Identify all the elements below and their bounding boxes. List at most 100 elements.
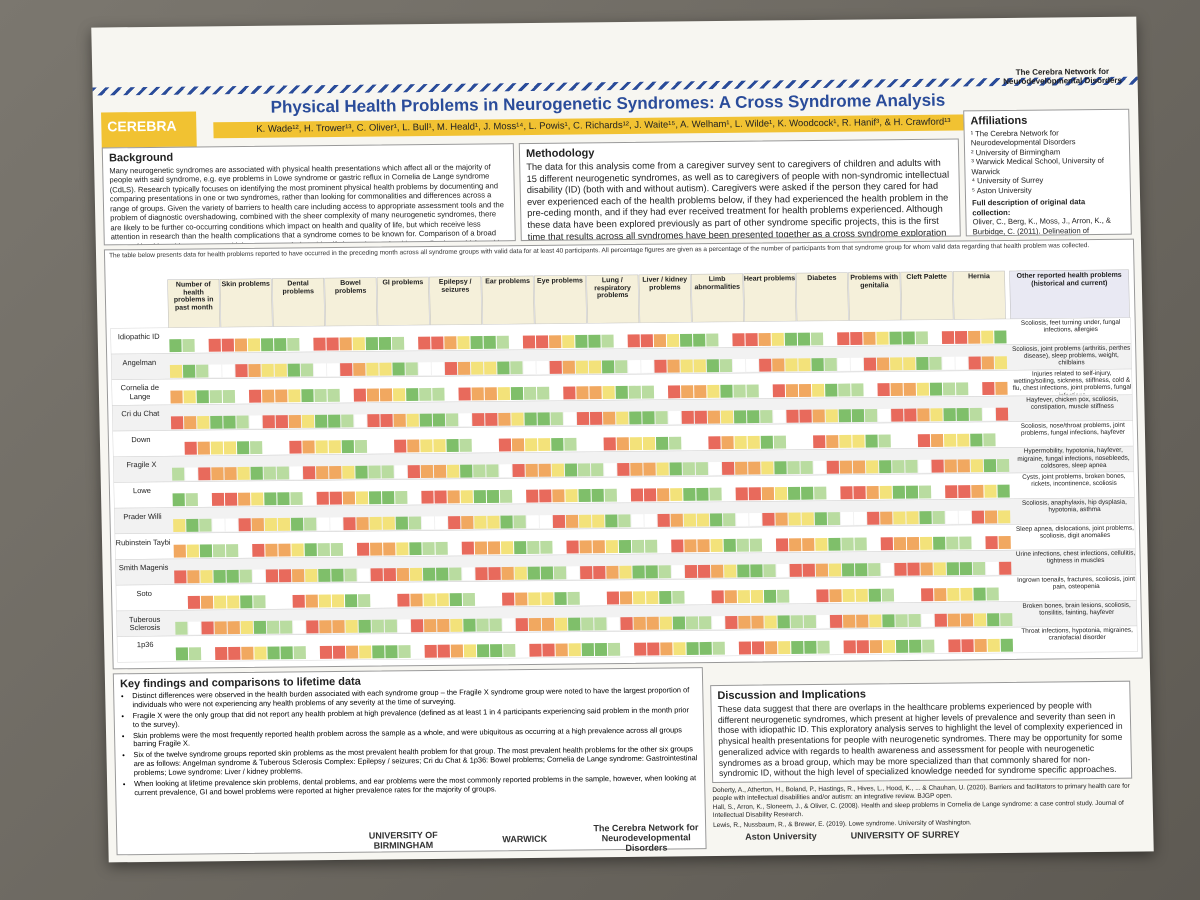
cell-shade [838,409,852,423]
cell-shade [907,562,920,576]
cell-shade [853,486,866,500]
cell-shade [383,568,397,582]
column-header: Ear problems [485,277,531,286]
cell-shade [968,356,981,370]
cell-shade [659,590,672,604]
cell-shade [470,361,484,375]
cell-shade [655,436,669,450]
methodology-box: Methodology The data for this analysis c… [518,138,961,242]
cell-shade [671,565,685,579]
cell-shade [619,591,633,605]
cell-shade [382,516,395,530]
cell-shade [288,389,301,403]
cell-shade [247,338,261,352]
row-label-area: Idiopathic ID [118,332,160,341]
cell-shade [840,511,854,525]
cell-shade [184,441,197,455]
cell-shade [173,544,186,558]
cell-shade [995,407,1009,421]
cell-shade [266,620,280,634]
cell-shade [961,639,974,653]
cell-shade [868,588,882,602]
cell-shade [238,518,251,532]
row-label: Cornelia de Lange [120,383,160,401]
cell-shade [948,639,961,653]
cell-shade [367,414,380,428]
cell-shade [970,433,983,447]
cell-shade [658,565,671,579]
cell-shade [526,489,539,503]
cell-shade [945,485,958,499]
cell-shade [276,440,289,454]
cell-shade [683,487,696,501]
cell-shade [354,440,368,453]
cell-shade [970,459,984,473]
cell-shade [706,333,719,347]
cell-shade [996,458,1010,472]
cell-shade [672,590,685,604]
cell-shade [319,620,332,634]
cell-shade [877,408,891,422]
cell-shade [564,437,577,451]
cell-shade [406,388,419,402]
cell-shade [838,383,851,397]
cell-shade [670,488,683,502]
cell-shade [262,389,275,403]
cell-shade [878,434,891,448]
cell-shade [776,564,789,578]
cell-shade [188,621,201,635]
cell-shade [485,438,499,452]
affiliation-list: ¹ The Cerebra Network for Neurodevelopme… [971,128,1124,196]
heading: Affiliations [970,114,1028,128]
cell-shade [372,645,385,659]
cell-shade [895,614,908,628]
cell-shade [804,640,817,654]
cell-shade [620,642,634,656]
cell-shade [515,592,528,606]
cell-shade [526,515,539,529]
cell-shade [815,563,829,577]
cell-shade [484,387,497,401]
cell-shade [824,358,837,371]
cell-shade [813,460,826,474]
cell-shade [396,542,409,556]
cell-shade [630,488,644,502]
cell-shade [986,587,999,601]
cell-shade [724,564,737,578]
cell-shade [892,460,905,474]
cell-shade [549,360,562,374]
cell-shade [305,594,318,608]
cell-shade [497,361,510,375]
cell-shade [406,413,419,427]
cell-shade [410,619,424,633]
cell-shade [341,414,354,428]
cell-shade [291,543,304,557]
cell-shade [580,566,593,580]
poster-title: Physical Health Problems in Neurogenetic… [270,90,946,117]
cell-shade [498,438,512,452]
cell-shade [981,330,994,344]
cell-shade [278,569,292,583]
cell-shade [385,645,398,659]
cell-shade [799,435,813,449]
cell-shade [916,357,929,371]
cell-shade [173,518,186,532]
cell-shade [444,361,458,375]
cell-shade [318,568,331,582]
cell-shade [802,563,816,577]
cell-shade [201,621,214,635]
cell-shade [917,408,930,422]
cell-shade [239,543,252,557]
cell-shade [907,588,921,602]
header-area: Number of health problems in past month [174,281,214,311]
header-area: Hernia [968,273,990,280]
cell-shade [488,592,502,606]
cell-shade [669,462,682,476]
cell-shade [514,541,527,555]
cell-shade [615,360,628,374]
cell-shade [444,336,457,350]
partner-logo: The Cerebra Network for Neurodevelopment… [593,822,699,853]
cell-shade [211,467,224,481]
cell-shade [236,415,249,429]
cell-shade [575,334,588,348]
